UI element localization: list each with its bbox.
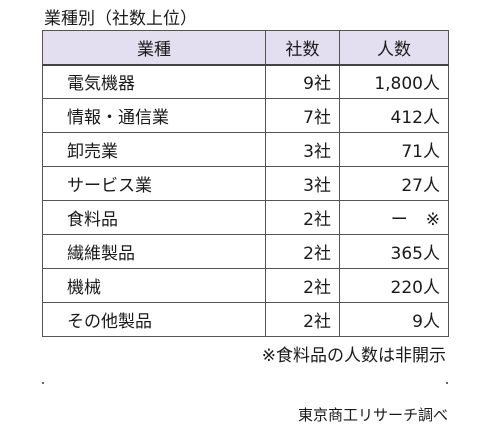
industry-cell: サービス業 <box>42 166 266 201</box>
people-value: 365人 <box>390 244 440 264</box>
people-value: 9人 <box>412 312 440 332</box>
header-companies: 社数 <box>265 30 340 66</box>
companies-cell: 2社 <box>265 268 340 303</box>
people-cell: 71人 <box>339 132 449 167</box>
companies-cell: 2社 <box>265 302 340 337</box>
industry-cell: その他製品 <box>42 302 266 337</box>
people-cell: ー ※ <box>339 200 449 235</box>
divider-dot-left <box>42 382 44 384</box>
table-row: その他製品 2社 9人 <box>42 302 449 337</box>
table-row: 機械 2社 220人 <box>42 268 449 303</box>
header-people: 人数 <box>339 30 449 66</box>
people-cell: 365人 <box>339 234 449 269</box>
people-cell: 27人 <box>339 166 449 201</box>
header-row: 業種 社数 人数 <box>42 30 449 66</box>
footnote-mark: ※ <box>425 210 440 230</box>
people-value: 412人 <box>390 108 440 128</box>
companies-cell: 3社 <box>265 166 340 201</box>
people-value: 220人 <box>390 278 440 298</box>
companies-cell: 3社 <box>265 132 340 167</box>
people-value: 71人 <box>401 142 440 162</box>
table-caption: 業種別（社数上位） <box>44 9 197 29</box>
companies-cell: 2社 <box>265 234 340 269</box>
table-row: 繊維製品 2社 365人 <box>42 234 449 269</box>
divider-dot-right <box>446 382 448 384</box>
people-value: 1,800人 <box>374 74 440 95</box>
industry-cell: 機械 <box>42 268 266 303</box>
table-row: 電気機器 9社 1,800人 <box>42 64 449 99</box>
industry-cell: 卸売業 <box>42 132 266 167</box>
industry-cell: 電気機器 <box>42 64 266 99</box>
source-credit: 東京商工リサーチ調べ <box>297 406 448 424</box>
people-cell: 1,800人 <box>339 64 449 99</box>
table-row: 卸売業 3社 71人 <box>42 132 449 167</box>
table-row: サービス業 3社 27人 <box>42 166 449 201</box>
companies-cell: 7社 <box>265 98 340 133</box>
table-row: 情報・通信業 7社 412人 <box>42 98 449 133</box>
header-industry: 業種 <box>42 30 266 66</box>
people-value: ー <box>390 210 408 230</box>
industry-table: 業種 社数 人数 電気機器 9社 1,800人 情報・通信業 7社 412人 卸… <box>42 30 449 337</box>
people-value: 27人 <box>401 176 440 196</box>
companies-cell: 9社 <box>265 64 340 99</box>
people-cell: 9人 <box>339 302 449 337</box>
industry-cell: 情報・通信業 <box>42 98 266 133</box>
people-cell: 412人 <box>339 98 449 133</box>
people-cell: 220人 <box>339 268 449 303</box>
table-row: 食料品 2社 ー ※ <box>42 200 449 235</box>
companies-cell: 2社 <box>265 200 340 235</box>
industry-cell: 繊維製品 <box>42 234 266 269</box>
industry-cell: 食料品 <box>42 200 266 235</box>
footnote: ※食料品の人数は非開示 <box>261 346 446 366</box>
